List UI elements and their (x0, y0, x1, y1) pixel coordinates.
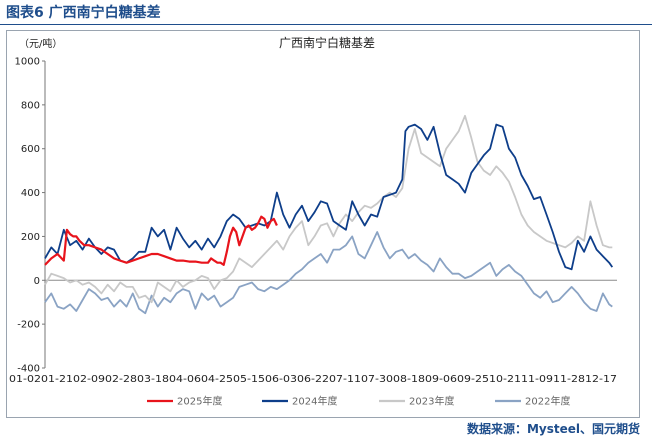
x-tick-label: 06-03 (265, 374, 297, 385)
y-tick-label: 0 (34, 276, 40, 287)
plot-area: -400 -200 0 200 400 600 800 1000 01-02 01-21 02-09… (9, 57, 617, 385)
x-tick-label: 05-15 (233, 374, 265, 385)
y-tick-label: 1000 (15, 57, 40, 68)
y-tick-label: 200 (21, 232, 40, 243)
x-tick-label: 04-25 (201, 374, 233, 385)
x-tick-label: 11-28 (553, 374, 585, 385)
x-tick-label: 11-09 (521, 374, 553, 385)
x-tick-label: 02-28 (105, 374, 137, 385)
y-tick-label: -200 (17, 320, 40, 331)
y-axis-unit-label: （元/吨） (19, 37, 62, 50)
series-line (44, 231, 613, 315)
x-tick-label: 04-06 (169, 374, 201, 385)
x-tick-label: 07-30 (361, 374, 393, 385)
x-tick-label: 12-17 (585, 374, 617, 385)
chart-title: 广西南宁白糖基差 (279, 35, 375, 50)
x-tick-label: 01-02 (9, 374, 41, 385)
x-tick-label: 01-21 (41, 374, 73, 385)
legend-label: 2025年度 (177, 395, 222, 408)
y-tick-label: 400 (21, 188, 40, 199)
x-tick-label: 09-06 (425, 374, 457, 385)
legend-label: 2024年度 (292, 395, 337, 408)
x-tick-labels: 01-02 01-21 02-09 02-28 03-18 04-06 04-25 05-15… (9, 374, 617, 385)
x-tick-label: 08-18 (393, 374, 425, 385)
chart-svg: 广西南宁白糖基差 （元/吨） -400 -200 0 200 400 600 800 1000… (9, 35, 617, 408)
figure-header: 图表6 广西南宁白糖基差 (0, 0, 652, 25)
x-tick-label: 10-21 (489, 374, 521, 385)
data-source: 数据来源：Mysteel、国元期货 (466, 422, 640, 436)
series-line (44, 114, 613, 304)
series-line (44, 123, 614, 271)
x-tick-label: 03-18 (137, 374, 169, 385)
legend-label: 2022年度 (525, 395, 570, 408)
chart-frame: 广西南宁白糖基差 （元/吨） -400 -200 0 200 400 600 800 1000… (6, 30, 640, 418)
legend: 2025年度 2024年度 2023年度 2022年度 (147, 395, 570, 408)
legend-label: 2023年度 (409, 395, 454, 408)
y-tick-label: -400 (17, 364, 40, 375)
y-tick-label: 800 (21, 100, 40, 111)
figure-title: 图表6 广西南宁白糖基差 (6, 5, 161, 21)
x-tick-label: 06-22 (297, 374, 329, 385)
y-tick-label: 600 (21, 144, 40, 155)
series-line (44, 215, 278, 266)
x-tick-label: 07-11 (329, 374, 361, 385)
x-tick-label: 02-09 (73, 374, 105, 385)
x-tick-label: 09-25 (457, 374, 489, 385)
